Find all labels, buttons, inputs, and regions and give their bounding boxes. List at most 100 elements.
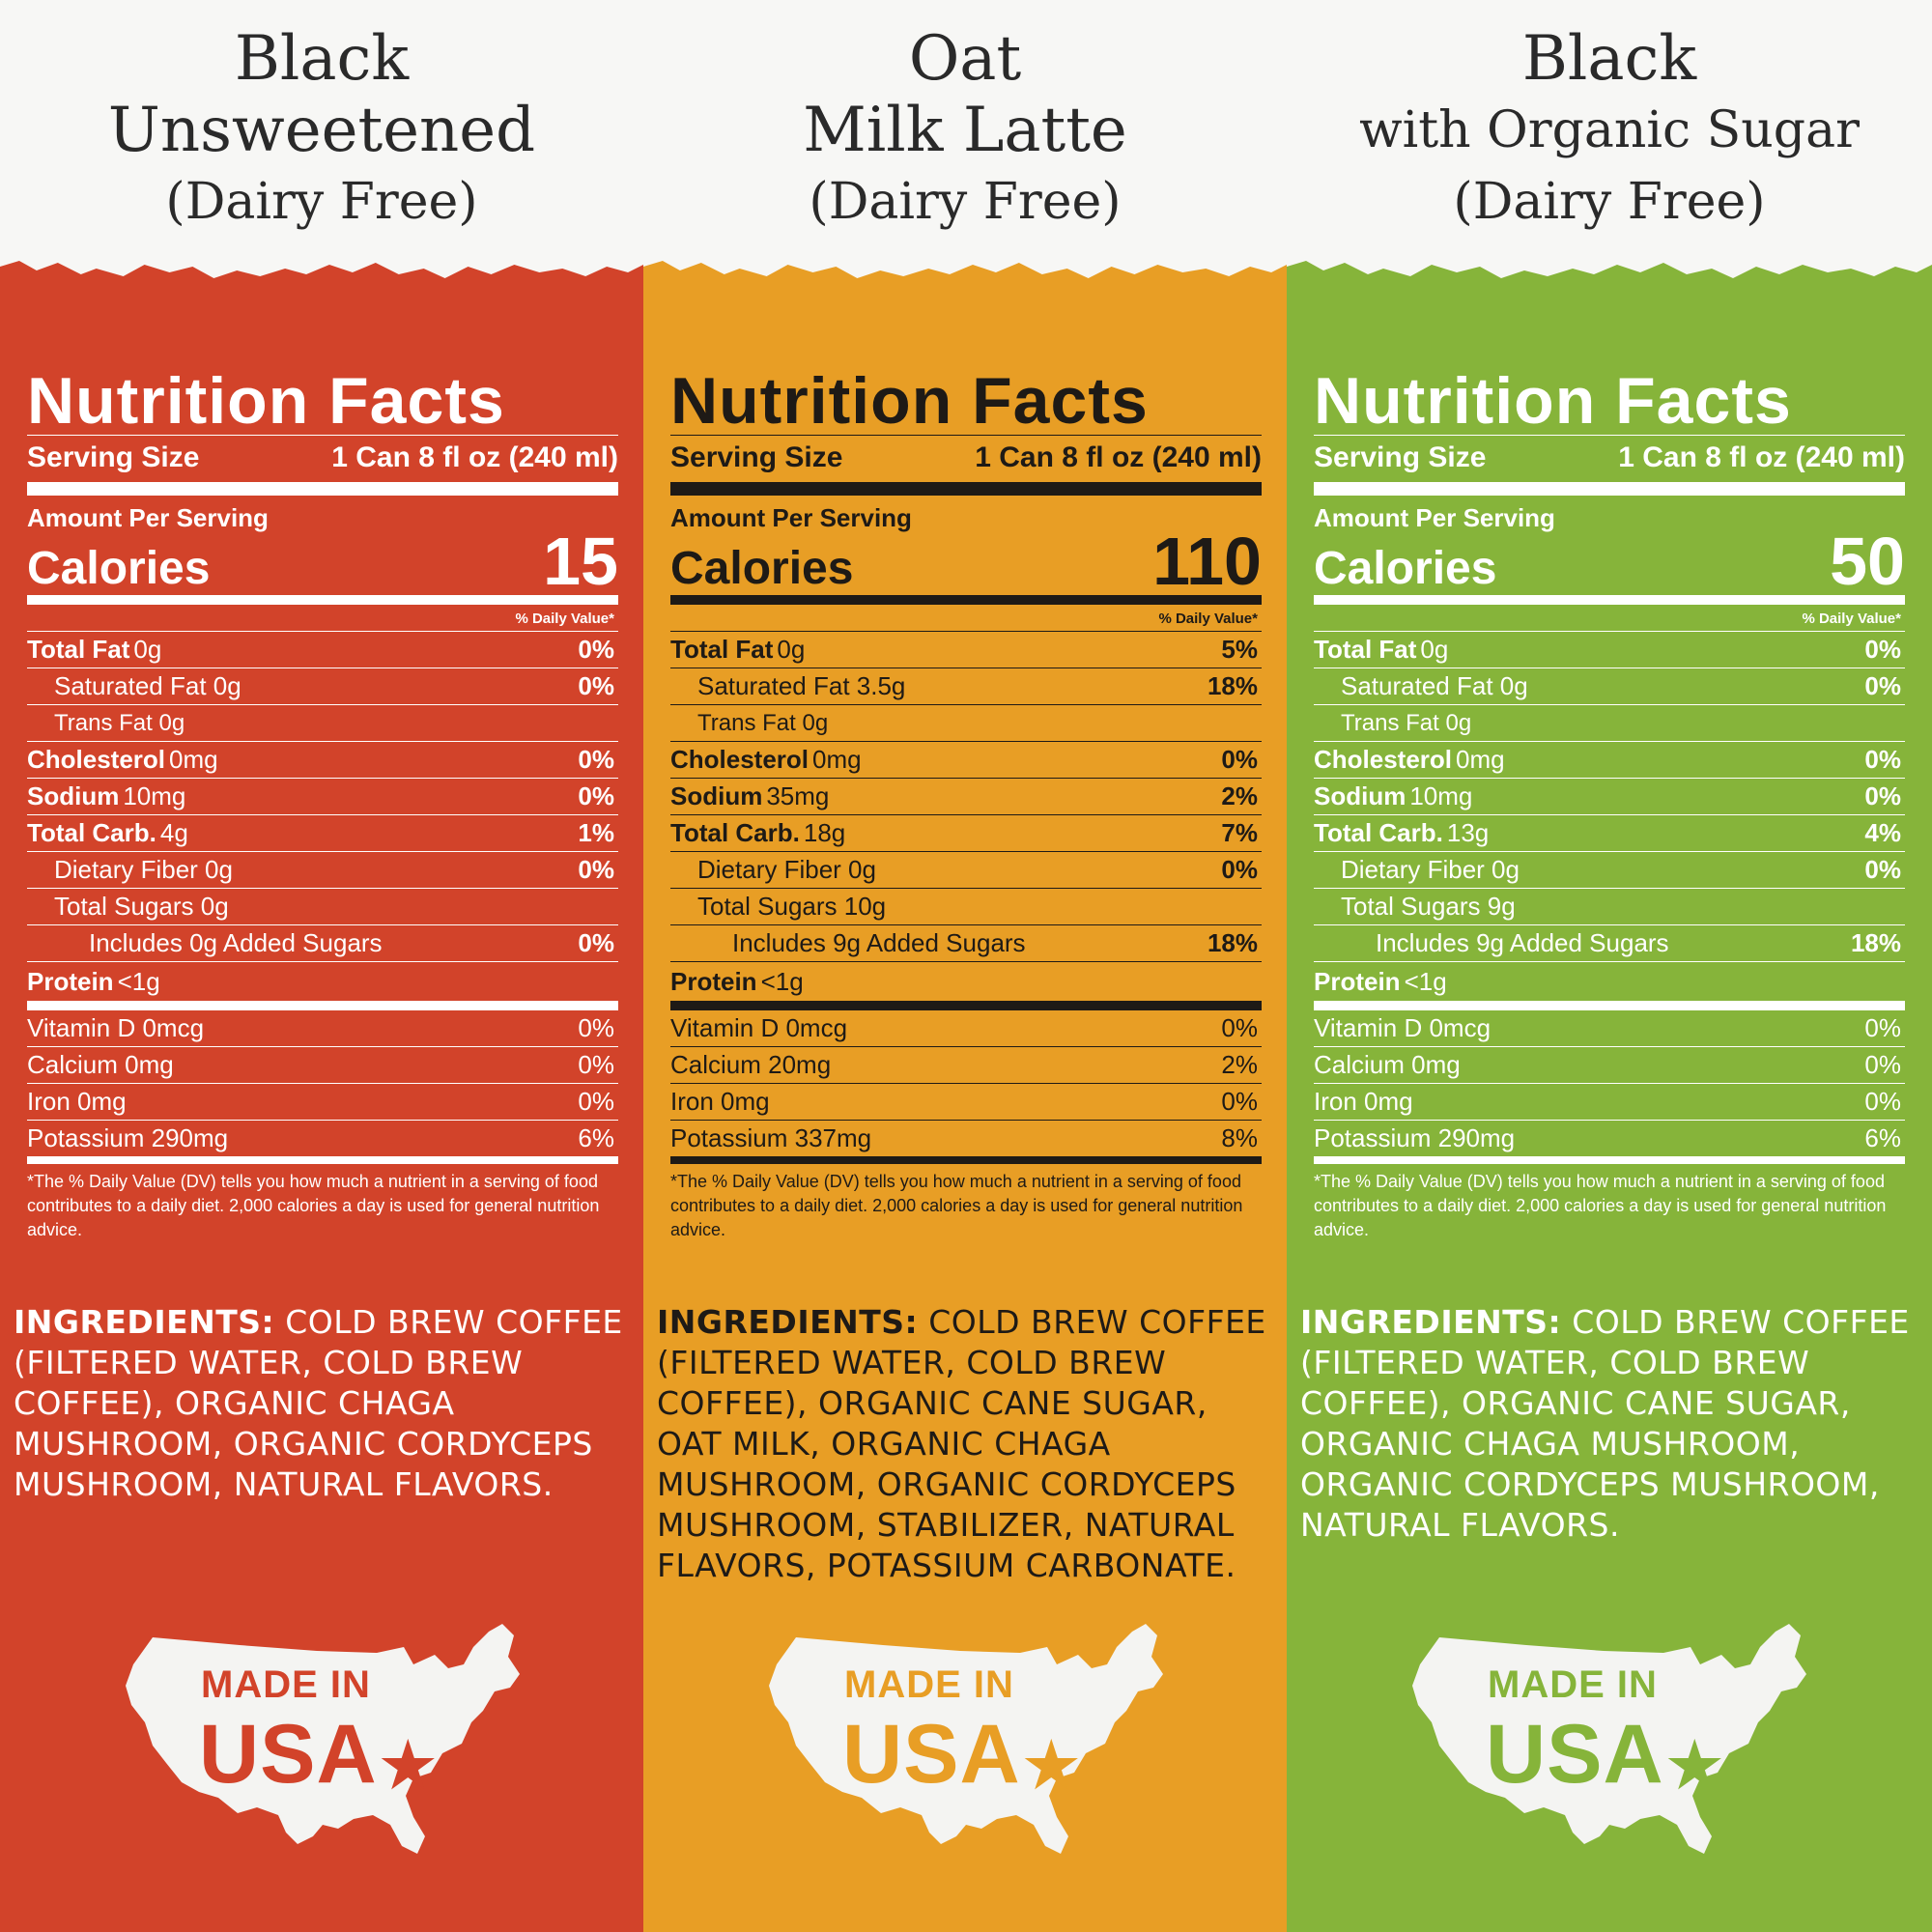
- thick-divider: [27, 482, 618, 496]
- daily-value-header: % Daily Value*: [1314, 605, 1905, 632]
- nutrient-daily-value: 18%: [1207, 671, 1258, 700]
- nutrient-label: Saturated Fat 3.5g: [697, 671, 906, 700]
- title-area: Oat Milk Latte (Dairy Free): [643, 0, 1287, 290]
- nutrient-row: Protein <1g: [27, 962, 618, 1001]
- usa-map-icon: [769, 1624, 1163, 1854]
- nutrient-daily-value: 5%: [1221, 635, 1258, 664]
- nutrition-facts-panel: Nutrition Facts Serving Size 1 Can 8 fl …: [1314, 367, 1905, 1242]
- ingredients-text: COLD BREW COFFEE (FILTERED WATER, COLD B…: [657, 1303, 1266, 1584]
- nutrient-row: Sodium 10mg 0%: [1314, 779, 1905, 815]
- nutrient-row: Includes 9g Added Sugars 18%: [670, 925, 1262, 962]
- vitamin-row: Calcium 0mg 0%: [1314, 1047, 1905, 1084]
- usa-text: USA: [199, 1708, 378, 1801]
- nutrient-rows: Total Fat 0g 0% Saturated Fat 0g 0% Trans Fat…: [27, 632, 618, 1001]
- amount-per-serving: Amount Per Serving: [670, 503, 912, 532]
- product-title: Oat Milk Latte (Dairy Free): [643, 23, 1287, 238]
- vitamin-row: Vitamin D 0mcg 0%: [27, 1010, 618, 1047]
- vitamin-divider: [27, 1001, 618, 1010]
- nutrient-daily-value: [1901, 705, 1905, 741]
- calories-label: Calories: [27, 543, 211, 594]
- nutrient-amount: 0mg: [812, 745, 862, 774]
- nutrient-label: Total Sugars 9g: [1341, 892, 1516, 921]
- nutrient-label: Saturated Fat 0g: [54, 671, 242, 700]
- vitamin-daily-value: 0%: [578, 1013, 614, 1042]
- nutrient-label: Total Carb. 4g: [27, 815, 188, 851]
- daily-value-header: % Daily Value*: [27, 605, 618, 632]
- nutrient-daily-value: [1901, 962, 1905, 1001]
- nutrient-daily-value: 7%: [1221, 818, 1258, 847]
- nutrient-daily-value: [614, 705, 618, 741]
- vitamin-label: Calcium 0mg: [1314, 1050, 1461, 1079]
- vitamin-daily-value: 0%: [1864, 1050, 1901, 1079]
- nutrient-amount: <1g: [1404, 967, 1447, 996]
- footnote-star: *: [1314, 1172, 1321, 1191]
- nutrient-daily-value: 18%: [1850, 928, 1901, 957]
- nutrient-name: Cholesterol: [1314, 745, 1453, 774]
- vitamin-row: Potassium 337mg 8%: [670, 1121, 1262, 1156]
- nutrient-label: Total Sugars 10g: [697, 892, 887, 921]
- nutrient-row: Total Sugars 9g: [1314, 889, 1905, 925]
- product-column-black-unsweetened: Black Unsweetened (Dairy Free) Nutrition…: [0, 0, 643, 1932]
- vitamin-row: Calcium 20mg 2%: [670, 1047, 1262, 1084]
- nutrient-row: Includes 0g Added Sugars 0%: [27, 925, 618, 962]
- ingredients-label: INGREDIENTS:: [657, 1303, 919, 1341]
- nutrient-daily-value: 0%: [578, 745, 614, 774]
- nutrient-name: Total Carb.: [1314, 818, 1443, 847]
- nutrient-amount: 0g: [777, 635, 806, 664]
- calories-label: Calories: [1314, 543, 1497, 594]
- footnote-text: The % Daily Value (DV) tells you how muc…: [27, 1172, 600, 1239]
- usa-text: USA: [842, 1708, 1021, 1801]
- vitamin-label: Potassium 290mg: [1314, 1123, 1516, 1152]
- nutrient-label: Total Fat 0g: [1314, 632, 1448, 668]
- nutrient-daily-value: [1901, 889, 1905, 924]
- nutrient-daily-value: 0%: [1864, 745, 1901, 774]
- nutrient-label: Cholesterol 0mg: [27, 742, 218, 778]
- vitamin-daily-value: 0%: [1221, 1087, 1258, 1116]
- nutrient-name: Cholesterol: [670, 745, 810, 774]
- nutrient-row: Total Carb. 13g 4%: [1314, 815, 1905, 852]
- calories-row: Calories 110: [670, 527, 1262, 595]
- torn-paper-edge: [1287, 261, 1932, 311]
- nutrient-label: Dietary Fiber 0g: [697, 855, 876, 884]
- nutrient-row: Sodium 35mg 2%: [670, 779, 1262, 815]
- vitamin-divider: [670, 1001, 1262, 1010]
- title-area: Black with Organic Sugar (Dairy Free): [1287, 0, 1932, 290]
- nutrient-amount: 4g: [159, 818, 188, 847]
- nutrient-name: Protein: [670, 967, 757, 996]
- vitamin-row: Vitamin D 0mcg 0%: [670, 1010, 1262, 1047]
- title-line-2: with Organic Sugar: [1359, 101, 1860, 159]
- made-in-usa-badge: MADE IN USA ★: [1410, 1618, 1816, 1864]
- made-in-text: MADE IN: [201, 1663, 371, 1706]
- vitamin-row: Calcium 0mg 0%: [27, 1047, 618, 1084]
- nutrient-label: Includes 9g Added Sugars: [732, 928, 1026, 957]
- nutrient-rows: Total Fat 0g 5% Saturated Fat 3.5g 18% Trans …: [670, 632, 1262, 1001]
- nutrient-daily-value: 0%: [1864, 671, 1901, 700]
- daily-value-footnote: *The % Daily Value (DV) tells you how mu…: [27, 1164, 618, 1242]
- nutrient-row: Includes 9g Added Sugars 18%: [1314, 925, 1905, 962]
- nutrient-name: Total Fat: [27, 635, 130, 664]
- serving-size-label: Serving Size: [27, 441, 200, 473]
- nutrient-daily-value: 18%: [1207, 928, 1258, 957]
- title-line-2: Milk Latte: [803, 95, 1127, 166]
- title-line-3: (Dairy Free): [1453, 173, 1766, 231]
- nutrient-row: Cholesterol 0mg 0%: [1314, 742, 1905, 779]
- nutrient-name: Total Carb.: [670, 818, 800, 847]
- vitamin-label: Calcium 0mg: [27, 1050, 174, 1079]
- vitamin-daily-value: 0%: [578, 1087, 614, 1116]
- nutrient-label: Trans Fat 0g: [1341, 710, 1472, 736]
- torn-paper-edge: [643, 261, 1287, 311]
- star-icon: ★: [377, 1727, 440, 1804]
- vitamin-daily-value: 2%: [1221, 1050, 1258, 1079]
- daily-value-footnote: *The % Daily Value (DV) tells you how mu…: [1314, 1164, 1905, 1242]
- ingredients-label: INGREDIENTS:: [1300, 1303, 1562, 1341]
- title-line-1: Black: [1521, 23, 1697, 95]
- serving-size-value: 1 Can 8 fl oz (240 ml): [1618, 441, 1905, 473]
- nutrient-amount: 0g: [1420, 635, 1449, 664]
- vitamin-rows: Vitamin D 0mcg 0% Calcium 0mg 0% Iron 0mg 0% P…: [27, 1010, 618, 1156]
- product-title: Black Unsweetened (Dairy Free): [0, 23, 643, 238]
- nutrient-row: Total Sugars 10g: [670, 889, 1262, 925]
- nutrient-label: Protein <1g: [670, 962, 804, 1001]
- nutrient-daily-value: 4%: [1864, 818, 1901, 847]
- nutrient-label: Trans Fat 0g: [697, 710, 829, 736]
- product-title: Black with Organic Sugar (Dairy Free): [1287, 23, 1932, 238]
